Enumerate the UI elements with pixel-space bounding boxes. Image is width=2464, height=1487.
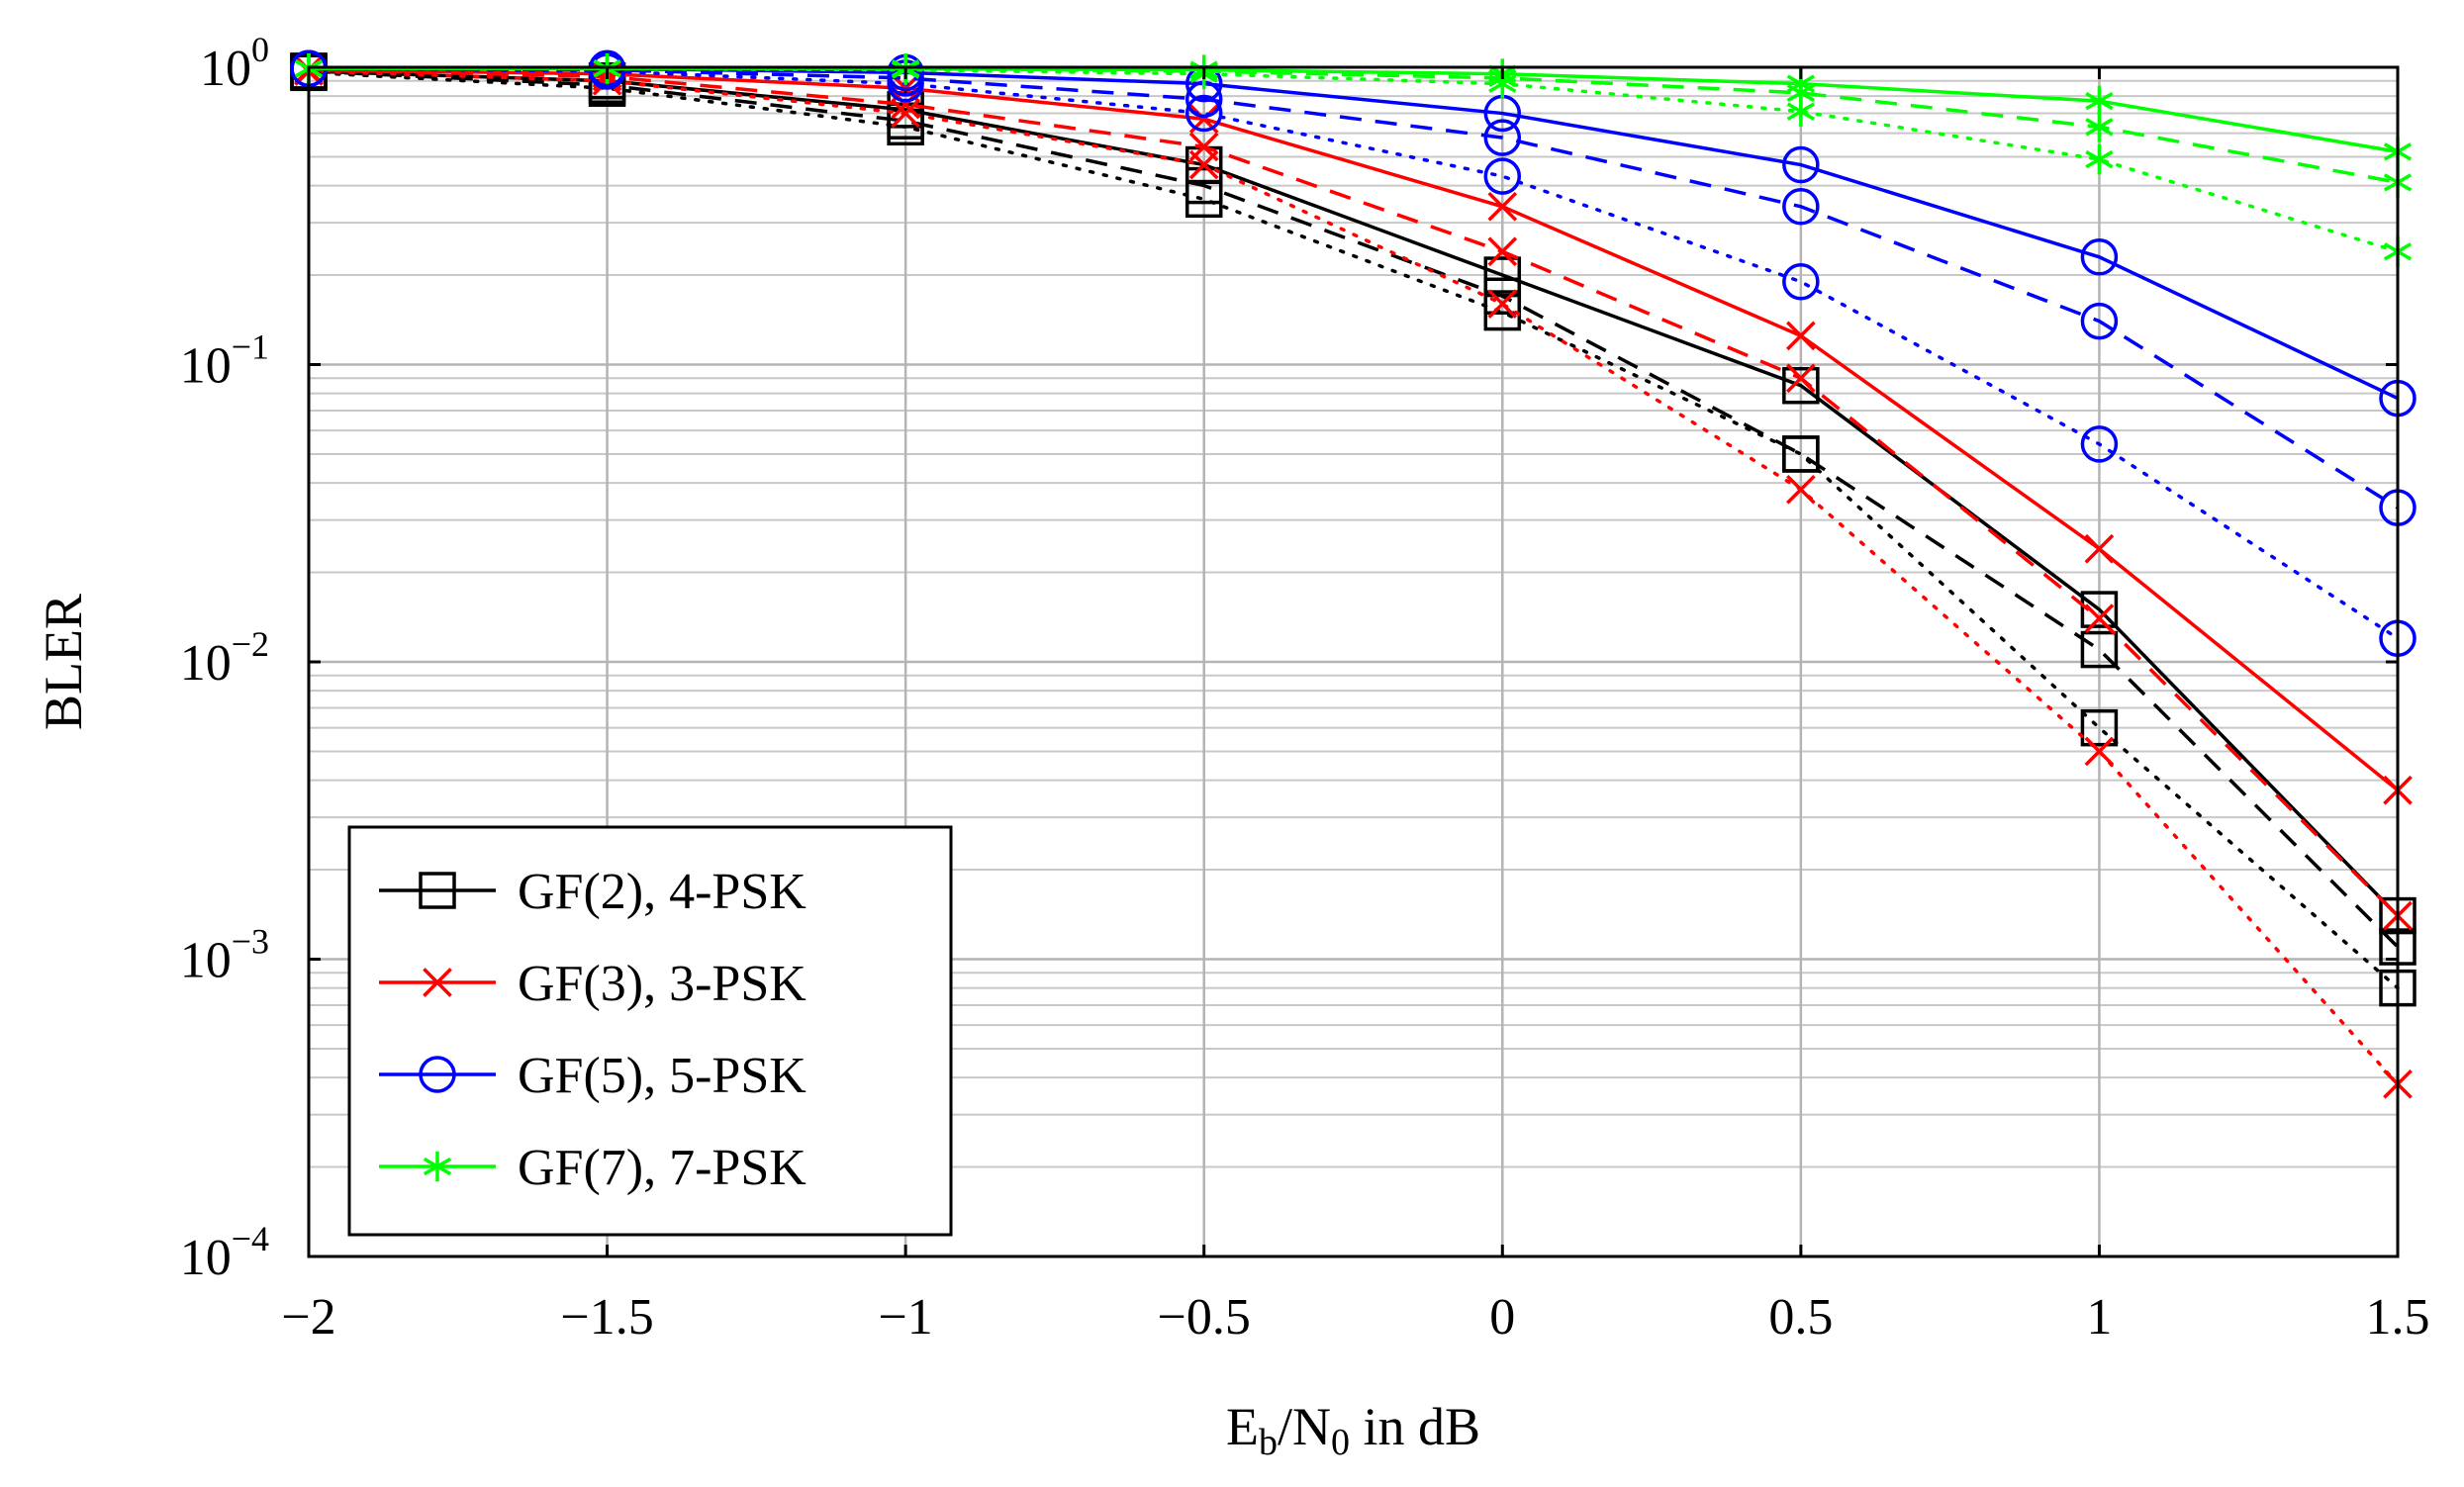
series-line	[307, 70, 2400, 990]
x-marker	[2084, 533, 2115, 564]
y-tick-label: 10−4	[180, 1219, 269, 1286]
x-marker	[1188, 149, 1219, 180]
series-square-dotted	[290, 53, 2417, 1007]
axis-layer: −2 −1.5 −1 −0.5 0 0.5 1 1.5 100 10−1 10−2 10−3 10−4 E…	[34, 30, 2430, 1463]
x-marker	[1487, 191, 1518, 222]
legend-label: GF(2), 4-PSK	[518, 864, 806, 920]
x-marker	[2084, 604, 2115, 633]
series-circle-dotted	[290, 49, 2417, 657]
circle-marker	[2080, 238, 2119, 276]
square-marker	[1782, 435, 1820, 473]
legend-label: GF(7), 7-PSK	[518, 1140, 806, 1196]
circle-marker	[1782, 145, 1820, 184]
x-tick-label: 0	[1489, 1289, 1515, 1346]
square-marker	[887, 108, 924, 146]
legend-entry: GF(5), 5-PSK	[379, 1048, 806, 1104]
circle-marker	[1782, 262, 1820, 301]
x-marker	[891, 89, 920, 120]
legend-entry: GF(7), 7-PSK	[379, 1140, 806, 1196]
series-line	[308, 69, 2400, 949]
x-tick-label: −0.5	[1158, 1289, 1251, 1346]
star-marker	[2085, 111, 2114, 142]
x-marker	[891, 98, 920, 129]
legend-label: GF(5), 5-PSK	[518, 1048, 806, 1104]
x-marker	[2084, 736, 2115, 767]
circle-marker	[2080, 302, 2119, 340]
square-marker	[2080, 708, 2119, 747]
square-marker	[1782, 366, 1820, 405]
x-marker	[1487, 236, 1518, 267]
series-line	[308, 67, 2400, 917]
square-marker	[1483, 256, 1522, 294]
legend: GF(2), 4-PSK GF(3), 3-PSK GF(5), 5-PSK GF(7…	[347, 825, 953, 1237]
x-tick-label: −1	[878, 1289, 932, 1346]
series-x-dotted	[294, 56, 2413, 1099]
star-marker	[1786, 96, 1815, 127]
circle-marker	[1782, 188, 1820, 226]
x-marker	[1786, 474, 1816, 505]
series-line	[307, 66, 2400, 253]
series-line	[308, 66, 2399, 510]
series-line	[309, 66, 2399, 185]
y-tick-label: 10−3	[180, 922, 269, 989]
circle-marker	[419, 1056, 456, 1093]
circle-marker	[1483, 157, 1522, 195]
y-tick-label: 100	[200, 30, 269, 97]
x-marker	[1786, 363, 1816, 394]
legend-entry: GF(2), 4-PSK	[379, 864, 806, 920]
x-tick-label: 1.5	[2366, 1289, 2430, 1346]
series-line	[308, 67, 2400, 792]
star-marker	[2085, 85, 2114, 117]
x-marker	[1487, 289, 1518, 319]
x-marker	[423, 968, 452, 997]
x-tick-label: −1.5	[560, 1289, 653, 1346]
circle-marker	[2080, 425, 2119, 463]
square-marker	[1483, 293, 1522, 331]
legend-entry: GF(3), 3-PSK	[379, 956, 806, 1012]
x-tick-label: −2	[281, 1289, 335, 1346]
x-tick-label: 0.5	[1768, 1289, 1833, 1346]
square-marker	[419, 872, 456, 909]
circle-marker	[1483, 119, 1522, 156]
y-axis-title: BLER	[34, 594, 93, 730]
square-marker	[2080, 630, 2119, 669]
square-marker	[1185, 180, 1223, 219]
x-marker	[1786, 321, 1816, 351]
series-x-dashed	[294, 54, 2413, 931]
series-line	[307, 66, 2400, 640]
circle-marker	[1185, 94, 1223, 133]
legend-label: GF(3), 3-PSK	[518, 956, 806, 1012]
y-tick-label: 10−1	[180, 327, 269, 395]
star-marker	[423, 1151, 452, 1182]
square-marker	[2080, 591, 2119, 628]
series-line	[308, 69, 2400, 917]
series-line	[307, 69, 2400, 1086]
y-tick-label: 10−2	[180, 624, 269, 692]
star-marker	[2085, 143, 2114, 175]
x-tick-label: 1	[2086, 1289, 2112, 1346]
x-axis-title: Eb/N0 in dB	[1226, 1397, 1480, 1463]
